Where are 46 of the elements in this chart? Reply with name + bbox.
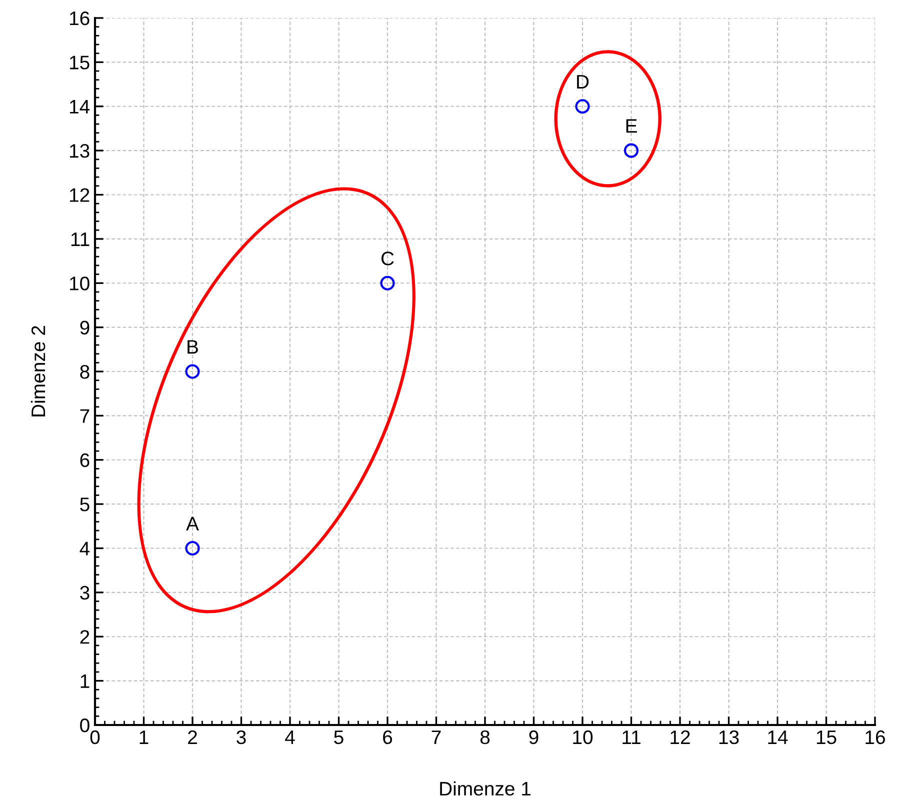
x-axis-title: Dimenze 1 [440, 781, 531, 796]
x-tick-label: 13 [719, 730, 739, 744]
x-tick-label: 11 [622, 730, 640, 744]
y-tick-label: 15 [70, 56, 90, 70]
x-tick-label: 2 [188, 730, 197, 744]
y-tick-label: 0 [80, 718, 90, 732]
annotation: D [577, 75, 589, 88]
y-tick-label: 16 [70, 11, 90, 26]
y-tick-label: 9 [80, 320, 90, 335]
point [624, 143, 639, 158]
point [380, 276, 395, 290]
x-tick-label: 6 [383, 730, 392, 744]
annotation: C [381, 252, 394, 266]
x-tick-label: 8 [480, 730, 490, 744]
y-tick-label: 5 [80, 498, 90, 512]
point [185, 364, 200, 379]
x-tick-label: 5 [334, 730, 344, 744]
x-tick-label: 1 [140, 730, 148, 744]
y-tick-label: 1 [80, 674, 90, 688]
y-tick-label: 6 [80, 453, 90, 468]
y-tick-label: 7 [80, 409, 90, 423]
y-tick-label: 14 [70, 100, 90, 114]
annotation: B [188, 340, 198, 354]
x-tick-label: 16 [866, 730, 885, 744]
y-tick-label: 11 [71, 232, 90, 246]
y-axis-title: Dimenze 2 [30, 326, 46, 416]
annotation: A [186, 516, 199, 530]
x-tick-label: 0 [90, 730, 100, 744]
y-tick-label: 3 [80, 586, 90, 600]
x-tick-label: 9 [529, 730, 538, 744]
y-tick-label: 12 [70, 188, 90, 202]
y-tick-label: 8 [80, 364, 90, 379]
point [575, 99, 590, 114]
x-tick-label: 3 [236, 730, 246, 744]
y-tick-label: 10 [70, 276, 90, 290]
x-tick-label: 10 [573, 730, 593, 744]
y-tick-label: 2 [80, 630, 90, 644]
y-tick-label: 13 [70, 144, 90, 158]
x-tick-label: 14 [768, 730, 788, 744]
annotation: E [626, 119, 637, 133]
x-tick-label: 7 [432, 730, 441, 744]
y-tick-label: 4 [80, 542, 90, 556]
x-tick-label: 12 [670, 730, 690, 744]
x-tick-label: 4 [285, 730, 295, 744]
x-tick-label: 15 [816, 730, 836, 744]
point [185, 540, 200, 556]
